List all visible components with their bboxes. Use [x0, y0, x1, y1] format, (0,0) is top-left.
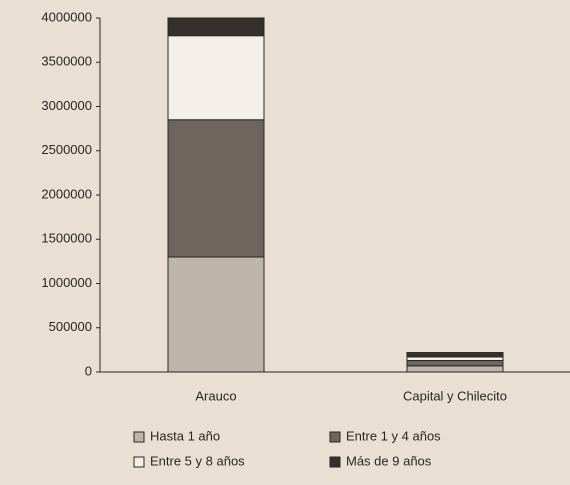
y-tick-label: 0 [85, 363, 92, 378]
y-tick-label: 1000000 [41, 275, 92, 290]
y-tick-label: 4000000 [41, 9, 92, 24]
legend-swatch [133, 431, 145, 443]
legend-swatch [329, 431, 341, 443]
bar-segment [167, 119, 265, 258]
bar-segment [406, 365, 504, 373]
legend-swatch [133, 456, 145, 468]
y-tick-label: 500000 [49, 319, 92, 334]
bar-segment [167, 17, 265, 37]
x-tick-label: Arauco [195, 388, 236, 403]
legend-label: Hasta 1 año [150, 428, 220, 443]
bar-segment [406, 356, 504, 361]
y-tick-label: 3000000 [41, 98, 92, 113]
y-tick-label: 2500000 [41, 142, 92, 157]
x-tick-label: Capital y Chilecito [403, 388, 507, 403]
bar-segment [167, 256, 265, 373]
bar-segment [406, 352, 504, 358]
legend-label: Más de 9 años [346, 453, 432, 468]
legend-label: Entre 5 y 8 años [150, 453, 245, 468]
y-tick-label: 1500000 [41, 231, 92, 246]
legend-swatch [329, 456, 341, 468]
y-tick-label: 3500000 [41, 54, 92, 69]
bar-segment [406, 359, 504, 367]
bar-segment [167, 35, 265, 121]
y-tick-label: 2000000 [41, 186, 92, 201]
legend-label: Entre 1 y 4 años [346, 428, 441, 443]
